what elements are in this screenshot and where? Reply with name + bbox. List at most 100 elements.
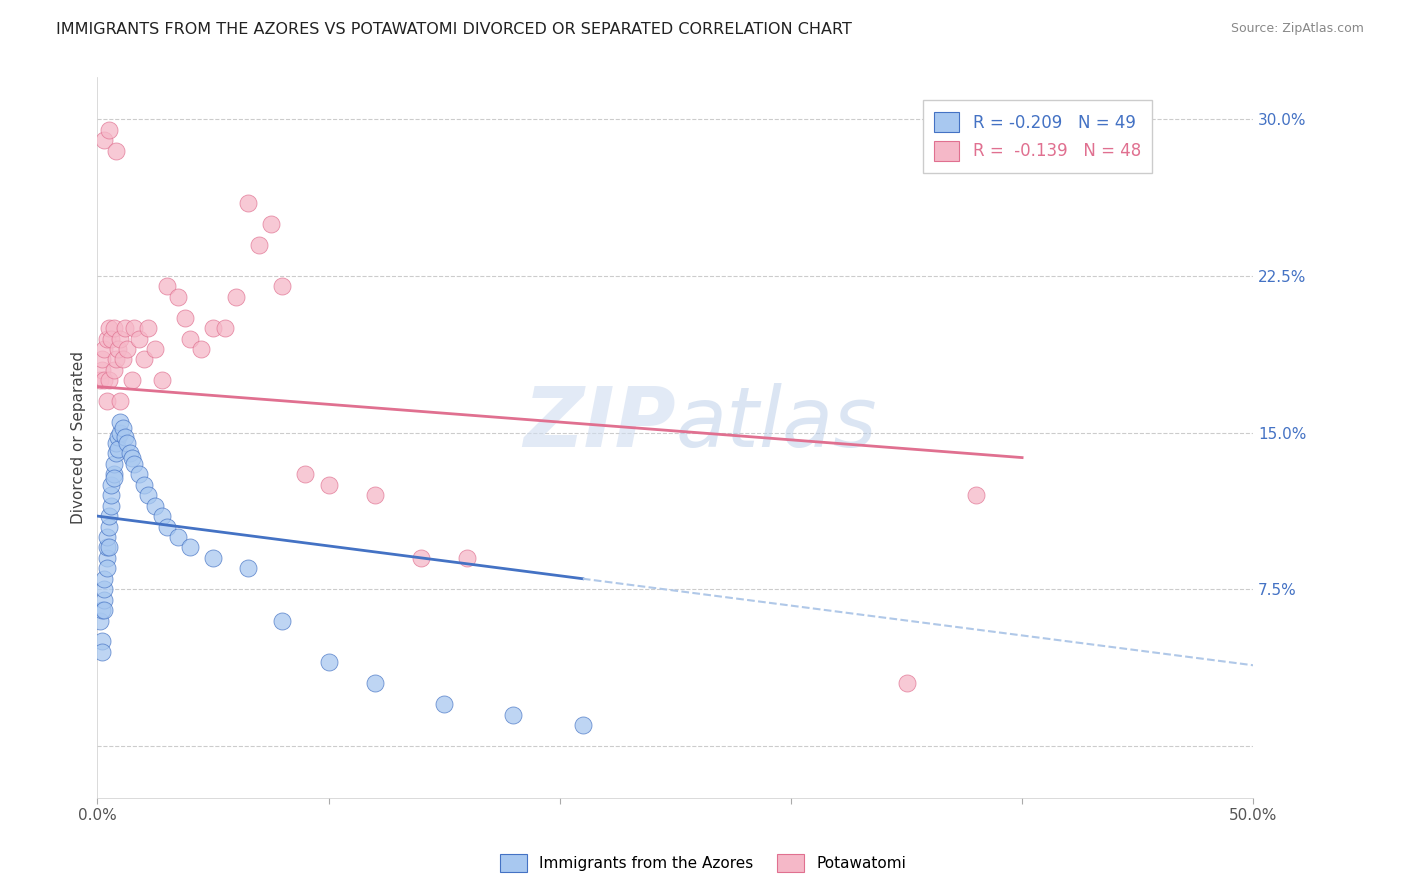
Point: [132, 352, 155, 367]
Point: [93, 133, 115, 147]
Point: [271, 279, 294, 293]
Point: [247, 237, 270, 252]
Point: [110, 394, 132, 409]
Point: [91, 363, 114, 377]
Point: [93, 373, 115, 387]
Point: [502, 707, 524, 722]
Point: [201, 550, 224, 565]
Point: [896, 676, 918, 690]
Point: [97, 321, 120, 335]
Point: [179, 541, 201, 555]
Point: [111, 352, 134, 367]
Point: [156, 519, 179, 533]
Point: [318, 477, 340, 491]
Point: [572, 718, 595, 732]
Point: [97, 122, 120, 136]
Point: [201, 321, 224, 335]
Point: [91, 603, 114, 617]
Point: [124, 457, 146, 471]
Point: [179, 332, 201, 346]
Point: [97, 373, 120, 387]
Point: [104, 446, 127, 460]
Point: [121, 373, 143, 387]
Point: [271, 614, 294, 628]
Point: [100, 332, 122, 346]
Point: [96, 332, 118, 346]
Legend: R = -0.209   N = 49, R =  -0.139   N = 48: R = -0.209 N = 49, R = -0.139 N = 48: [922, 100, 1153, 172]
Text: atlas: atlas: [675, 383, 877, 464]
Point: [103, 363, 125, 377]
Point: [128, 467, 150, 482]
Point: [121, 450, 143, 465]
Point: [236, 195, 259, 210]
Point: [174, 310, 197, 325]
Point: [110, 425, 132, 440]
Point: [167, 530, 190, 544]
Point: [93, 603, 115, 617]
Point: [225, 290, 247, 304]
Point: [96, 550, 118, 565]
Point: [117, 436, 139, 450]
Point: [236, 561, 259, 575]
Point: [91, 352, 114, 367]
Point: [433, 697, 456, 711]
Text: Source: ZipAtlas.com: Source: ZipAtlas.com: [1230, 22, 1364, 36]
Point: [103, 457, 125, 471]
Point: [364, 676, 387, 690]
Point: [100, 499, 122, 513]
Point: [103, 321, 125, 335]
Point: [104, 436, 127, 450]
Text: IMMIGRANTS FROM THE AZORES VS POTAWATOMI DIVORCED OR SEPARATED CORRELATION CHART: IMMIGRANTS FROM THE AZORES VS POTAWATOMI…: [56, 22, 852, 37]
Point: [143, 342, 166, 356]
Point: [100, 477, 122, 491]
Point: [93, 342, 115, 356]
Point: [965, 488, 987, 502]
Point: [107, 430, 129, 444]
Point: [107, 442, 129, 457]
Point: [190, 342, 212, 356]
Point: [97, 519, 120, 533]
Point: [103, 467, 125, 482]
Point: [111, 421, 134, 435]
Point: [104, 144, 127, 158]
Point: [89, 614, 111, 628]
Point: [97, 541, 120, 555]
Point: [89, 373, 111, 387]
Point: [91, 634, 114, 648]
Point: [143, 499, 166, 513]
Point: [364, 488, 387, 502]
Point: [260, 217, 283, 231]
Legend: Immigrants from the Azores, Potawatomi: Immigrants from the Azores, Potawatomi: [492, 846, 914, 880]
Point: [91, 645, 114, 659]
Point: [136, 488, 159, 502]
Point: [114, 321, 136, 335]
Point: [93, 582, 115, 597]
Text: ZIP: ZIP: [523, 383, 675, 464]
Point: [128, 332, 150, 346]
Point: [150, 373, 173, 387]
Point: [118, 446, 141, 460]
Point: [110, 332, 132, 346]
Point: [117, 342, 139, 356]
Point: [93, 592, 115, 607]
Point: [96, 561, 118, 575]
Point: [93, 572, 115, 586]
Point: [104, 352, 127, 367]
Point: [96, 541, 118, 555]
Y-axis label: Divorced or Separated: Divorced or Separated: [72, 351, 86, 524]
Point: [318, 655, 340, 669]
Point: [456, 550, 478, 565]
Point: [97, 509, 120, 524]
Point: [107, 342, 129, 356]
Point: [167, 290, 190, 304]
Point: [124, 321, 146, 335]
Point: [409, 550, 432, 565]
Point: [110, 415, 132, 429]
Point: [96, 530, 118, 544]
Point: [294, 467, 316, 482]
Point: [150, 509, 173, 524]
Point: [100, 488, 122, 502]
Point: [103, 471, 125, 485]
Point: [96, 394, 118, 409]
Point: [114, 430, 136, 444]
